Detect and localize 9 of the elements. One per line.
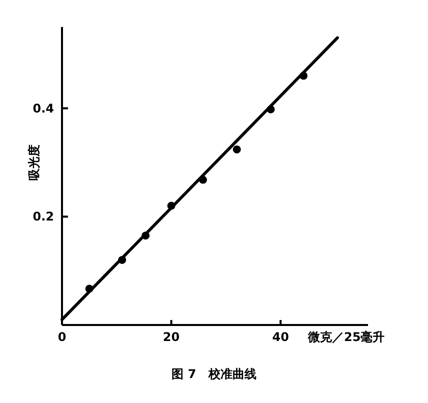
y-tick-label: 0.4 xyxy=(32,101,54,116)
text: 图 7 校准曲线 xyxy=(172,367,256,381)
x-axis-title: 微克／25毫升 xyxy=(307,330,385,344)
y-axis-title: 吸光度 xyxy=(27,144,41,180)
y-tick-label: 0.2 xyxy=(32,210,54,224)
point xyxy=(232,145,241,154)
x-tick-label: 40 xyxy=(272,330,289,344)
x-tick-label: 0 xyxy=(58,330,66,344)
x-tick-label: 20 xyxy=(162,330,180,344)
